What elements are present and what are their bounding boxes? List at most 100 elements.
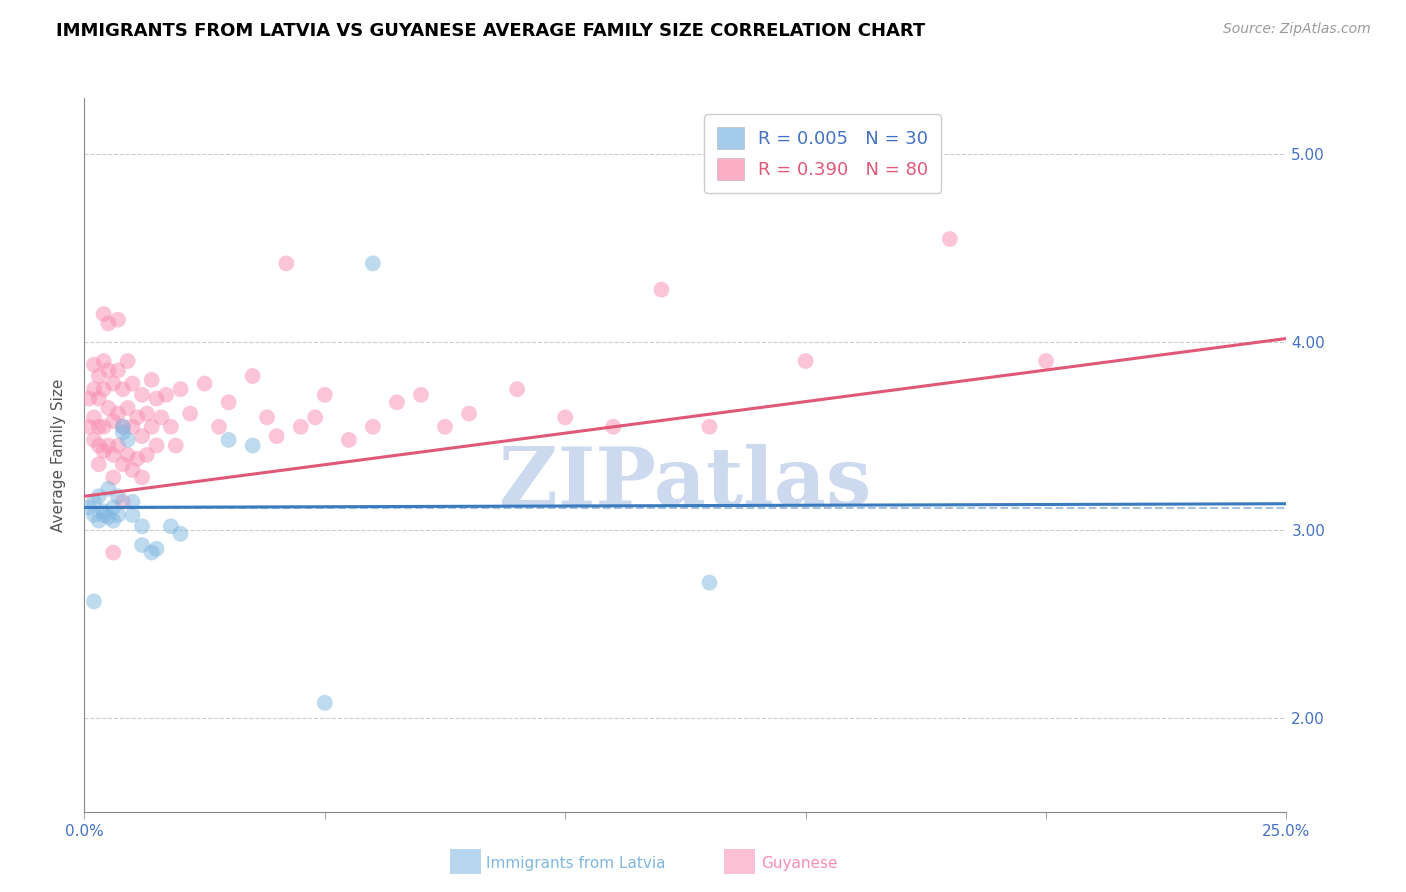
Point xyxy=(117,433,139,447)
Text: Immigrants from Latvia: Immigrants from Latvia xyxy=(486,856,666,871)
Point xyxy=(97,438,120,452)
Point xyxy=(145,438,167,452)
Point xyxy=(111,495,134,509)
Point xyxy=(77,500,100,515)
Text: IMMIGRANTS FROM LATVIA VS GUYANESE AVERAGE FAMILY SIZE CORRELATION CHART: IMMIGRANTS FROM LATVIA VS GUYANESE AVERA… xyxy=(56,22,925,40)
Point xyxy=(121,463,143,477)
Point xyxy=(385,395,408,409)
Point xyxy=(93,508,115,522)
Point xyxy=(506,382,529,396)
Point xyxy=(93,354,115,368)
Point xyxy=(131,388,153,402)
Point xyxy=(145,392,167,406)
Point xyxy=(87,419,110,434)
Point xyxy=(83,358,105,372)
Point xyxy=(97,482,120,496)
Point xyxy=(97,401,120,415)
Point xyxy=(242,438,264,452)
Point xyxy=(77,419,100,434)
Point xyxy=(111,419,134,434)
Point xyxy=(155,388,177,402)
Point xyxy=(87,369,110,384)
Point xyxy=(141,373,163,387)
Point xyxy=(169,526,191,541)
Point xyxy=(77,392,100,406)
Point xyxy=(127,451,149,466)
Point xyxy=(314,696,336,710)
Point xyxy=(83,433,105,447)
Point xyxy=(93,419,115,434)
Point xyxy=(160,419,183,434)
Point xyxy=(117,448,139,462)
Point xyxy=(218,433,240,447)
Point xyxy=(699,419,721,434)
Point xyxy=(602,419,624,434)
Point xyxy=(121,376,143,391)
Point xyxy=(169,382,191,396)
Point xyxy=(97,509,120,524)
Point xyxy=(160,519,183,533)
Point xyxy=(87,458,110,472)
Point xyxy=(111,458,134,472)
Point xyxy=(150,410,173,425)
Point xyxy=(93,444,115,458)
Point xyxy=(179,407,201,421)
Point xyxy=(1035,354,1057,368)
Point xyxy=(194,376,217,391)
Legend: R = 0.005   N = 30, R = 0.390   N = 80: R = 0.005 N = 30, R = 0.390 N = 80 xyxy=(704,114,941,193)
Point xyxy=(93,307,115,321)
Point xyxy=(83,508,105,522)
Point xyxy=(97,363,120,377)
Point xyxy=(276,256,298,270)
Point xyxy=(107,407,129,421)
Point xyxy=(93,504,115,518)
Point xyxy=(314,388,336,402)
Point xyxy=(939,232,962,246)
Point xyxy=(131,519,153,533)
Point xyxy=(87,392,110,406)
Point xyxy=(103,376,125,391)
Point xyxy=(304,410,326,425)
Point xyxy=(83,382,105,396)
Point xyxy=(131,470,153,484)
Point xyxy=(83,495,105,509)
Y-axis label: Average Family Size: Average Family Size xyxy=(51,378,66,532)
Point xyxy=(361,256,384,270)
Point xyxy=(337,433,360,447)
Point xyxy=(127,410,149,425)
Point xyxy=(103,448,125,462)
Point xyxy=(107,363,129,377)
Text: ZIPatlas: ZIPatlas xyxy=(499,444,872,523)
Point xyxy=(409,388,432,402)
Point xyxy=(242,369,264,384)
Point xyxy=(361,419,384,434)
Point xyxy=(87,514,110,528)
Point xyxy=(434,419,457,434)
Point xyxy=(141,545,163,559)
Point xyxy=(83,594,105,608)
Point xyxy=(83,410,105,425)
Point xyxy=(131,538,153,552)
Point xyxy=(121,419,143,434)
Point xyxy=(131,429,153,443)
Point xyxy=(699,575,721,590)
Text: Guyanese: Guyanese xyxy=(761,856,837,871)
Point xyxy=(97,317,120,331)
Point xyxy=(554,410,576,425)
Point xyxy=(103,500,125,515)
Point xyxy=(117,354,139,368)
Point xyxy=(121,508,143,522)
Point xyxy=(121,495,143,509)
Point xyxy=(87,489,110,503)
Point xyxy=(256,410,278,425)
Point xyxy=(290,419,312,434)
Point xyxy=(107,312,129,326)
Point xyxy=(117,401,139,415)
Point xyxy=(135,448,157,462)
Point xyxy=(208,419,231,434)
Point xyxy=(93,382,115,396)
Point xyxy=(458,407,481,421)
Point xyxy=(141,419,163,434)
Point xyxy=(103,545,125,559)
Point xyxy=(218,395,240,409)
